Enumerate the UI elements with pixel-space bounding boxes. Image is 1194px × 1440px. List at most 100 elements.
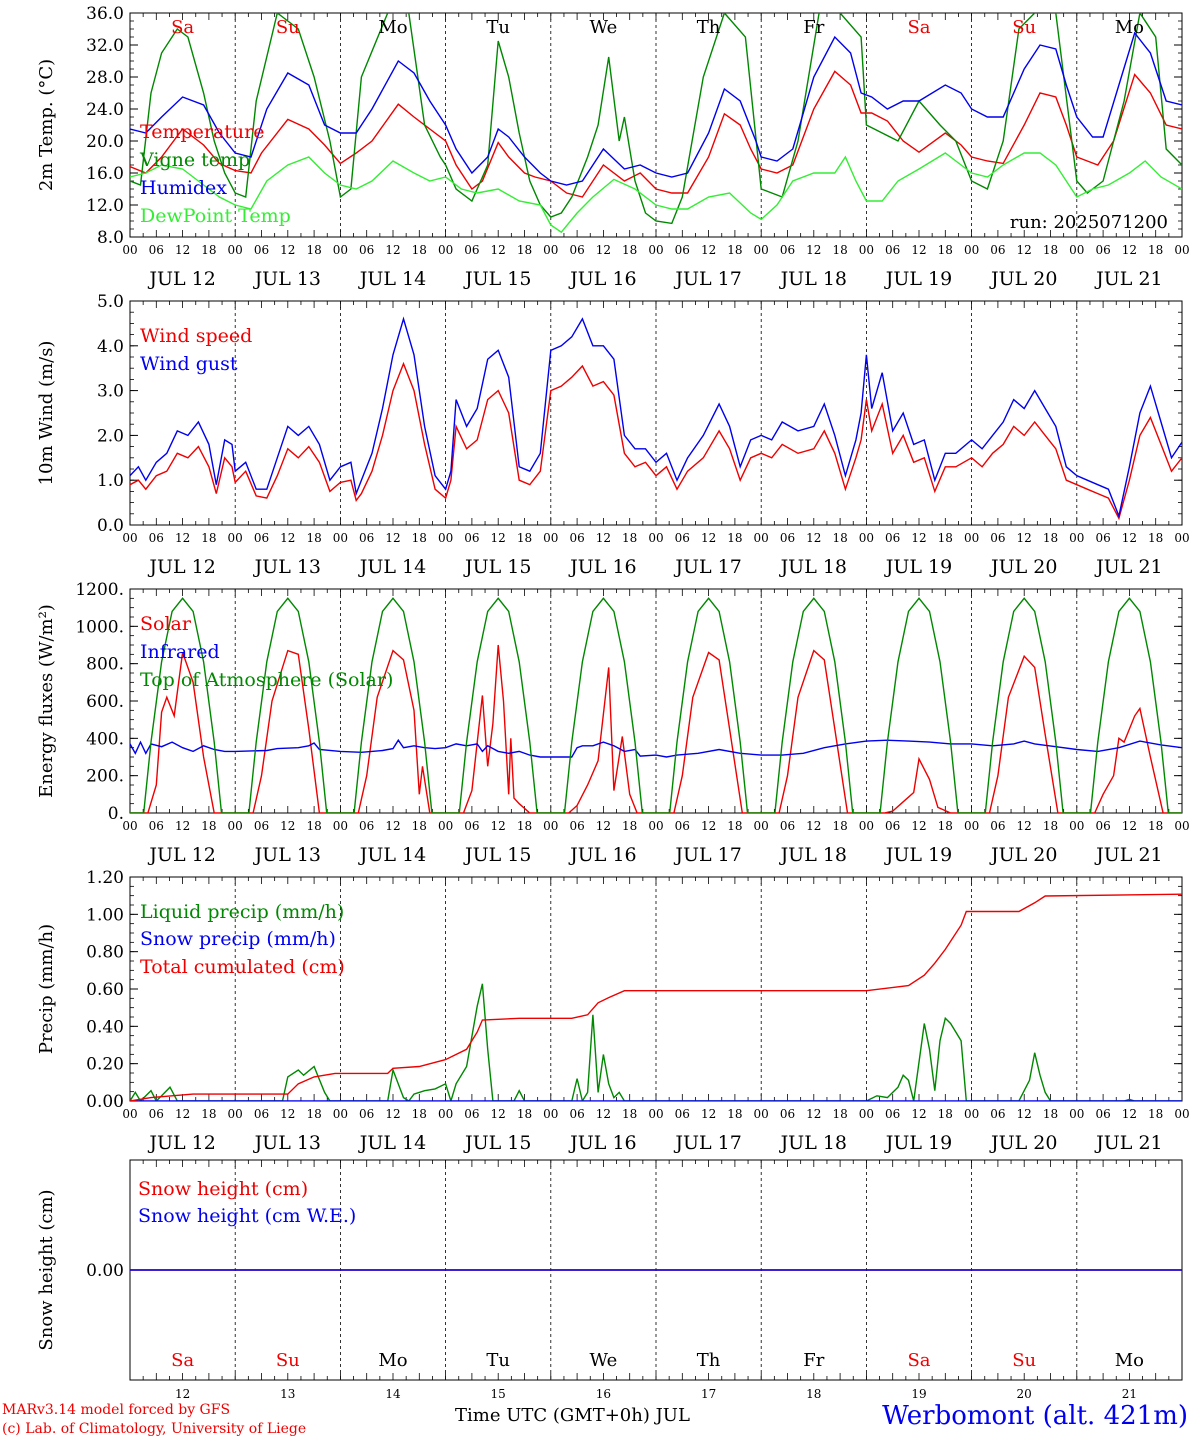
- hour-label: 18: [201, 531, 216, 545]
- hour-label: 12: [491, 819, 506, 833]
- hour-label: 00: [964, 819, 979, 833]
- hour-label: 18: [201, 819, 216, 833]
- hour-label: 12: [596, 1107, 611, 1121]
- series-line-vigne-temp: [130, 13, 1182, 225]
- weekday-label: Su: [276, 17, 300, 38]
- time-axis-label: Time UTC (GMT+0h) JUL: [455, 1405, 690, 1426]
- date-label: JUL 14: [358, 268, 426, 290]
- hour-label: 00: [543, 531, 558, 545]
- hour-label: 06: [885, 819, 900, 833]
- hour-label: 18: [832, 243, 847, 257]
- hour-label: 00: [438, 531, 453, 545]
- hour-label: 12: [596, 243, 611, 257]
- y-tick-label: 0.0: [97, 516, 124, 536]
- hour-label: 12: [175, 819, 190, 833]
- y-axis-title: 2m Temp. (°C): [36, 59, 57, 191]
- hour-label: 18: [412, 531, 427, 545]
- date-label: JUL 18: [779, 1132, 847, 1154]
- hour-label: 06: [675, 243, 690, 257]
- hour-label: 12: [280, 1107, 295, 1121]
- date-label: JUL 13: [253, 556, 321, 578]
- y-tick-label: 32.0: [86, 36, 124, 56]
- weekday-label: We: [590, 1350, 618, 1371]
- weekday-label: Su: [276, 1350, 300, 1371]
- weekday-label: Fr: [803, 1350, 824, 1371]
- weekday-label: Tu: [486, 17, 510, 38]
- hour-label: 18: [412, 1107, 427, 1121]
- date-label: JUL 14: [358, 556, 426, 578]
- hour-label: 06: [569, 531, 584, 545]
- weekday-label: Fr: [803, 17, 824, 38]
- series-line-liquid-precip-mm-h-: [130, 983, 1182, 1101]
- y-tick-label: 1.0: [97, 471, 124, 491]
- y-axis-title: Precip (mm/h): [36, 924, 57, 1054]
- hour-label: 00: [859, 531, 874, 545]
- hour-label: 06: [1095, 819, 1110, 833]
- hour-label: 12: [1122, 1107, 1137, 1121]
- hour-label: 06: [569, 1107, 584, 1121]
- hour-label: 06: [780, 243, 795, 257]
- y-tick-label: 400.: [86, 729, 124, 749]
- hour-label: 06: [780, 1107, 795, 1121]
- legend-entry: Infrared: [140, 641, 220, 663]
- date-label: JUL 20: [989, 268, 1057, 290]
- hour-label: 06: [1095, 531, 1110, 545]
- hour-label: 00: [1069, 531, 1084, 545]
- date-label: JUL 17: [673, 844, 741, 866]
- hour-label: 12: [911, 1107, 926, 1121]
- series-line-top-of-atmosphere-solar-: [130, 597, 1182, 813]
- legend-entry: Humidex: [140, 177, 227, 199]
- hour-label: 12: [806, 1107, 821, 1121]
- series-line-solar: [130, 644, 1182, 813]
- hour-label: 06: [1095, 1107, 1110, 1121]
- hour-label: 00: [1069, 1107, 1084, 1121]
- hour-label: 06: [464, 819, 479, 833]
- hour-label: 18: [1148, 243, 1163, 257]
- hour-label: 12: [806, 819, 821, 833]
- hour-label: 12: [911, 819, 926, 833]
- y-tick-label: 1200.: [75, 580, 124, 600]
- hour-label: 06: [990, 531, 1005, 545]
- hour-label: 12: [385, 819, 400, 833]
- y-tick-label: 2.0: [97, 426, 124, 446]
- y-tick-label: 200.: [86, 767, 124, 787]
- hour-label: 00: [543, 819, 558, 833]
- hour-label: 18: [832, 1107, 847, 1121]
- hour-label: 18: [622, 819, 637, 833]
- hour-label: 00: [648, 243, 663, 257]
- series-line-dewpoint-temp: [130, 152, 1182, 234]
- hour-label: 18: [832, 819, 847, 833]
- hour-label: 06: [464, 531, 479, 545]
- hour-label: 06: [359, 819, 374, 833]
- hour-label: 18: [938, 819, 953, 833]
- hour-label: 18: [727, 819, 742, 833]
- hour-label: 12: [911, 531, 926, 545]
- run-label: run: 2025071200: [1010, 212, 1168, 233]
- series-line-total-cumulated-cm-: [130, 893, 1182, 1101]
- weekday-label: Mo: [1115, 1350, 1144, 1371]
- hour-label: 18: [1148, 1107, 1163, 1121]
- hour-label: 12: [1017, 819, 1032, 833]
- y-tick-label: 0.: [108, 804, 124, 824]
- hour-label: 18: [517, 819, 532, 833]
- hour-label: 00: [122, 819, 137, 833]
- hour-label: 00: [754, 1107, 769, 1121]
- hour-label: 00: [1174, 243, 1189, 257]
- hour-label: 12: [806, 531, 821, 545]
- hour-label: 18: [1148, 819, 1163, 833]
- date-label: JUL 15: [463, 268, 531, 290]
- y-tick-label: 24.0: [86, 100, 124, 120]
- date-label: JUL 19: [884, 1132, 952, 1154]
- hour-label: 06: [885, 243, 900, 257]
- date-label: JUL 13: [253, 1132, 321, 1154]
- hour-label: 12: [1017, 531, 1032, 545]
- y-tick-label: 4.0: [97, 337, 124, 357]
- hour-label: 00: [648, 1107, 663, 1121]
- hour-label: 00: [1174, 531, 1189, 545]
- hour-label: 18: [727, 1107, 742, 1121]
- hour-label: 00: [1069, 243, 1084, 257]
- legend-entry: Total cumulated (cm): [140, 956, 345, 978]
- hour-label: 00: [754, 243, 769, 257]
- hour-label: 12: [1122, 819, 1137, 833]
- hour-label: 18: [517, 531, 532, 545]
